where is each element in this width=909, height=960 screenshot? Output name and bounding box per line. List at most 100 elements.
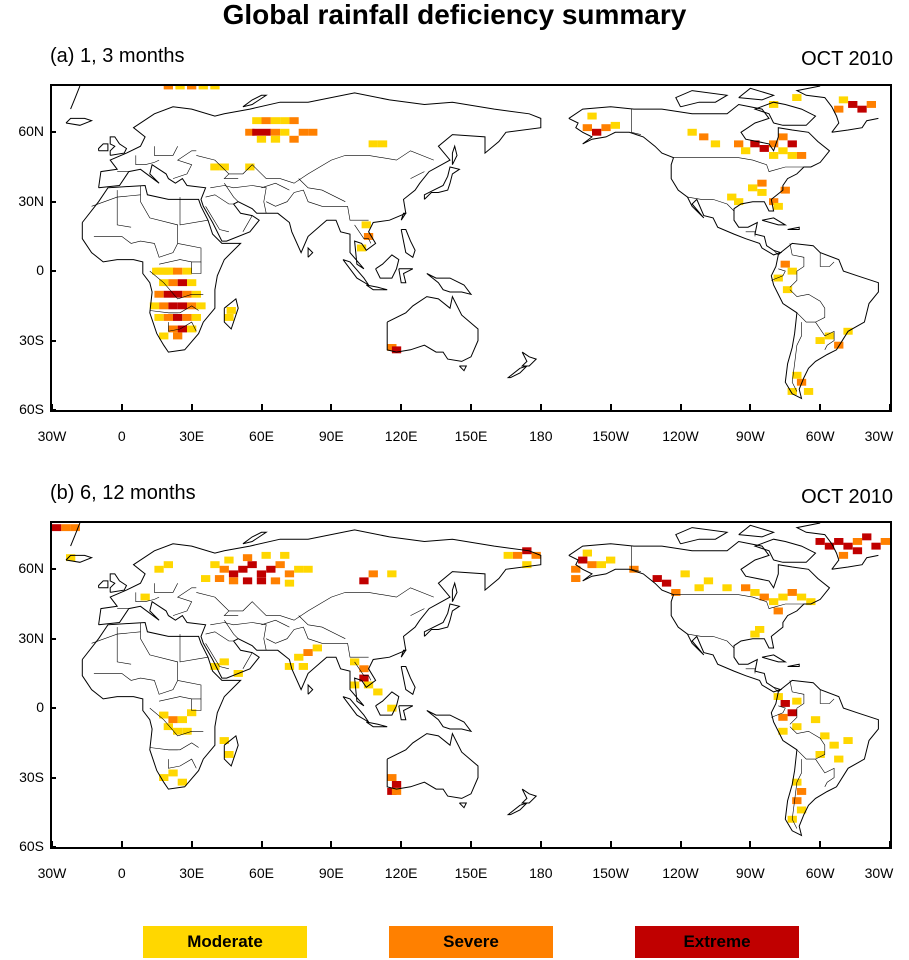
lon-tick: [539, 404, 542, 412]
country-border: [228, 150, 434, 184]
deficiency-cell: [154, 565, 164, 573]
lon-tick: [260, 404, 263, 412]
lon-tick-label: 30W: [37, 865, 67, 881]
deficiency-cell: [284, 663, 295, 670]
deficiency-cell: [261, 117, 271, 125]
country-border: [773, 250, 779, 256]
deficiency-cell: [284, 579, 295, 587]
deficiency-cell: [219, 565, 229, 573]
coastline: [375, 691, 400, 716]
lat-tick: [50, 707, 56, 710]
deficiency-cell: [219, 163, 229, 171]
deficiency-cell: [852, 538, 863, 545]
lon-tick-label: 150W: [592, 428, 629, 444]
deficiency-cell: [652, 575, 662, 582]
country-border: [168, 742, 199, 751]
country-border: [116, 627, 132, 665]
deficiency-cell: [391, 346, 402, 354]
deficiency-cell: [815, 751, 825, 758]
deficiency-cell: [280, 117, 290, 125]
deficiency-cell: [177, 325, 187, 333]
deficiency-cell: [582, 549, 592, 557]
deficiency-cell: [168, 279, 178, 287]
deficiency-cell: [256, 577, 267, 585]
country-border: [154, 583, 178, 593]
country-border: [135, 592, 160, 602]
coastline: [753, 101, 817, 126]
country-border: [266, 626, 348, 644]
deficiency-cell: [356, 244, 367, 252]
country-border: [298, 615, 346, 639]
deficiency-cell: [224, 314, 234, 321]
deficiency-cell: [266, 565, 276, 573]
deficiency-cell: [687, 128, 697, 136]
deficiency-cell: [778, 727, 788, 735]
coastline: [342, 259, 370, 286]
country-border: [347, 206, 369, 221]
deficiency-cell: [210, 163, 220, 171]
lon-tick: [260, 841, 263, 849]
deficiency-cell: [294, 653, 304, 661]
country-border: [789, 289, 826, 323]
legend-severe: Severe: [389, 926, 553, 958]
country-border: [224, 620, 239, 639]
deficiency-cell: [778, 713, 788, 721]
deficiency-cell: [787, 267, 797, 275]
panel-a-map-svg: [65, 86, 879, 400]
deficiency-cell: [792, 697, 802, 705]
deficiency-cell: [377, 140, 388, 148]
country-border: [149, 707, 204, 737]
coastline: [738, 524, 776, 538]
deficiency-cell: [219, 658, 229, 666]
deficiency-cell: [350, 681, 360, 689]
deficiency-cell: [177, 302, 187, 310]
lat-tick: [50, 339, 56, 342]
deficiency-cell: [312, 644, 322, 652]
coastline: [98, 92, 542, 270]
deficiency-cell: [796, 806, 807, 814]
deficiency-cell: [824, 332, 835, 340]
deficiency-cell: [727, 193, 737, 201]
lat-tick: [50, 200, 56, 203]
coastline: [451, 144, 458, 165]
country-border: [196, 592, 239, 616]
country-border: [687, 196, 735, 212]
deficiency-cell: [284, 570, 295, 578]
panel-b-map: [50, 521, 892, 849]
country-border: [745, 668, 756, 674]
deficiency-cell: [391, 788, 402, 795]
country-border: [179, 197, 209, 226]
deficiency-cell: [391, 781, 402, 788]
country-border: [789, 726, 826, 760]
deficiency-cell: [848, 101, 858, 108]
lat-tick-label: 60N: [18, 560, 44, 577]
deficiency-cell: [778, 133, 788, 141]
deficiency-cell: [824, 542, 835, 550]
deficiency-cell: [387, 570, 397, 578]
country-border: [631, 109, 641, 135]
country-border: [815, 758, 835, 787]
deficiency-cell: [759, 145, 769, 152]
coastline: [568, 103, 831, 256]
deficiency-cell: [778, 593, 788, 601]
deficiency-cell: [834, 105, 844, 113]
deficiency-cell: [173, 290, 183, 298]
deficiency-cell: [387, 704, 397, 712]
coastline: [375, 254, 400, 279]
country-border: [159, 680, 202, 702]
deficiency-cell: [796, 788, 807, 795]
deficiency-cell: [796, 593, 807, 601]
lon-tick: [330, 404, 333, 412]
deficiency-cell: [303, 649, 313, 656]
deficiency-cell: [592, 128, 602, 136]
deficiency-cell: [210, 561, 220, 569]
deficiency-cell: [741, 147, 751, 155]
country-border: [673, 594, 804, 609]
deficiency-cell: [140, 593, 150, 601]
deficiency-cell: [838, 96, 849, 104]
lon-tick: [889, 841, 891, 849]
deficiency-cell: [503, 551, 513, 559]
coastline: [787, 226, 800, 230]
deficiency-cell: [773, 274, 783, 282]
deficiency-cell: [270, 128, 281, 136]
